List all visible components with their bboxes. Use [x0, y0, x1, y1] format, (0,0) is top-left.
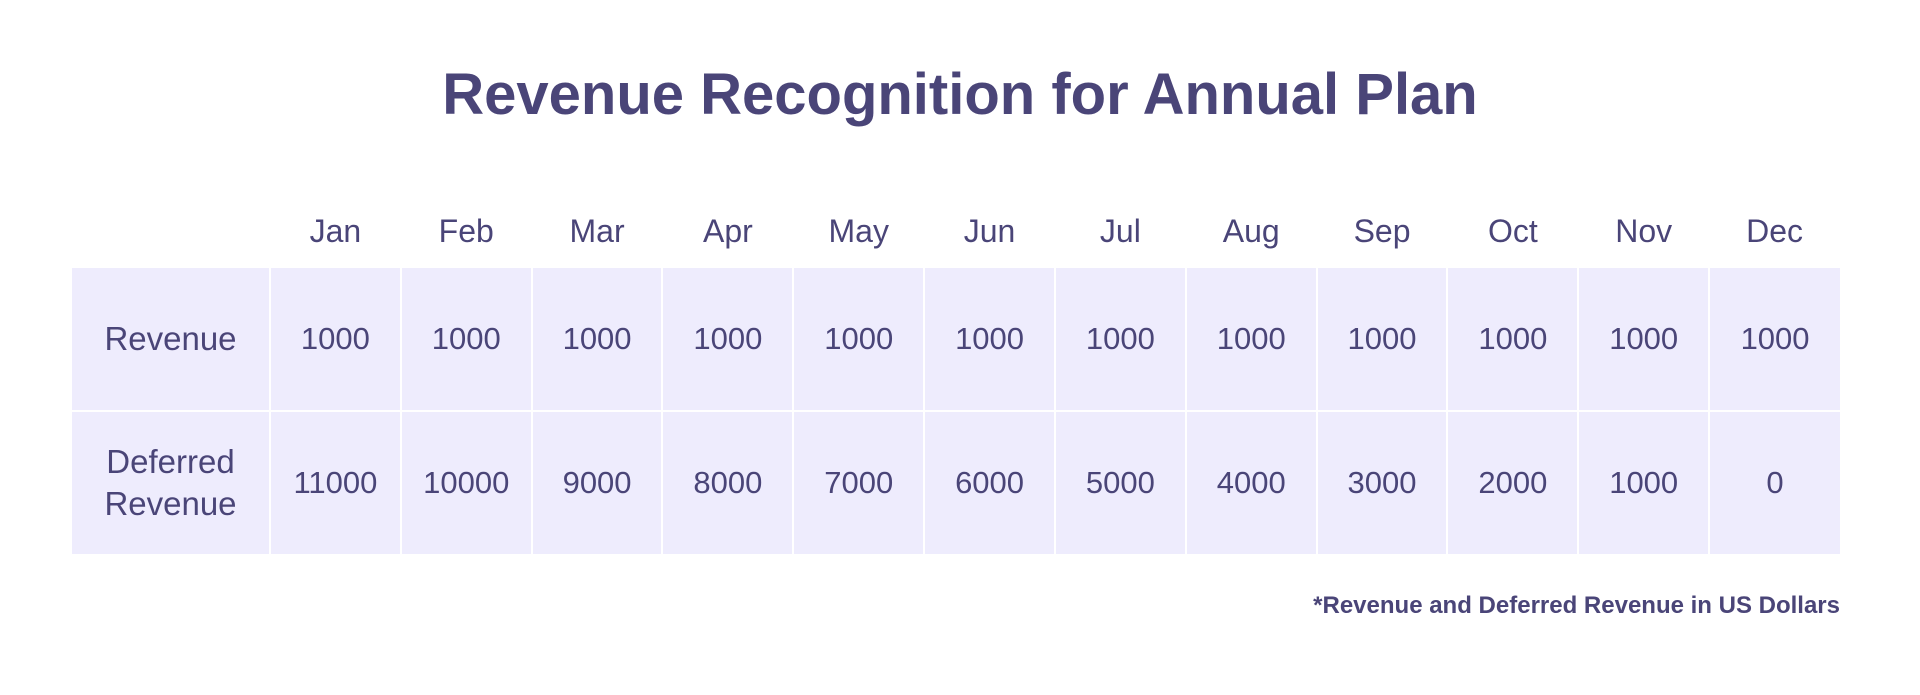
- chart-title: Revenue Recognition for Annual Plan: [442, 62, 1478, 127]
- column-header: Jan: [309, 213, 362, 249]
- table-cell: 1000: [400, 268, 533, 412]
- table-cell: 1000: [1054, 268, 1187, 412]
- column-header: Feb: [438, 213, 494, 249]
- table-cell: 4000: [1185, 411, 1318, 556]
- revenue-recognition-table: Jan Feb Mar Apr May Jun Jul Aug Sep Oct …: [72, 195, 1840, 556]
- table-cell: 2000: [1447, 411, 1580, 556]
- column-header: Apr: [703, 213, 753, 249]
- table-cell: 7000: [793, 411, 926, 556]
- header-corner: [72, 195, 270, 268]
- table-cell: 1000: [1578, 411, 1711, 556]
- table-cell: 1000: [1185, 268, 1318, 412]
- table-cell: 6000: [924, 411, 1056, 556]
- column-header: Jul: [1099, 213, 1141, 249]
- row-label-deferred-revenue: Deferred Revenue: [72, 411, 271, 556]
- table-cell: 1000: [924, 268, 1056, 412]
- revenue-table-container: Jan Feb Mar Apr May Jun Jul Aug Sep Oct …: [72, 195, 1840, 556]
- table-cell: 1000: [1709, 268, 1840, 412]
- footnote: *Revenue and Deferred Revenue in US Doll…: [1313, 592, 1840, 619]
- table-cell: 1000: [1578, 268, 1711, 412]
- table-cell: 1000: [1316, 268, 1449, 412]
- table-cell: 10000: [400, 411, 533, 556]
- table-cell: 0: [1709, 411, 1840, 556]
- table-cell: 1000: [662, 268, 795, 412]
- table-cell: 3000: [1316, 411, 1449, 556]
- table-cell: 1000: [793, 268, 926, 412]
- column-header: Sep: [1353, 213, 1411, 249]
- table-cell: 1000: [1447, 268, 1580, 412]
- table-cell: 8000: [662, 411, 795, 556]
- header-row: Jan Feb Mar Apr May Jun Jul Aug Sep Oct …: [72, 195, 1840, 268]
- table-cell: 11000: [270, 411, 402, 556]
- table-cell: 9000: [531, 411, 664, 556]
- table-cell: 1000: [270, 268, 402, 412]
- column-header: Mar: [569, 213, 625, 249]
- table-row-deferred-revenue: Deferred Revenue 11000 10000 9000 8000 7…: [72, 411, 1840, 556]
- table-cell: 1000: [531, 268, 664, 412]
- row-label-revenue: Revenue: [72, 268, 271, 412]
- column-header: May: [828, 213, 889, 249]
- column-header: Nov: [1615, 213, 1673, 249]
- column-header: Oct: [1487, 213, 1538, 249]
- table-cell: 5000: [1054, 411, 1187, 556]
- column-header: Aug: [1222, 213, 1280, 249]
- column-header: Dec: [1746, 213, 1803, 249]
- table-row-revenue: Revenue 1000 1000 1000 1000 1000 1000 10…: [72, 268, 1840, 412]
- column-header: Jun: [963, 213, 1016, 249]
